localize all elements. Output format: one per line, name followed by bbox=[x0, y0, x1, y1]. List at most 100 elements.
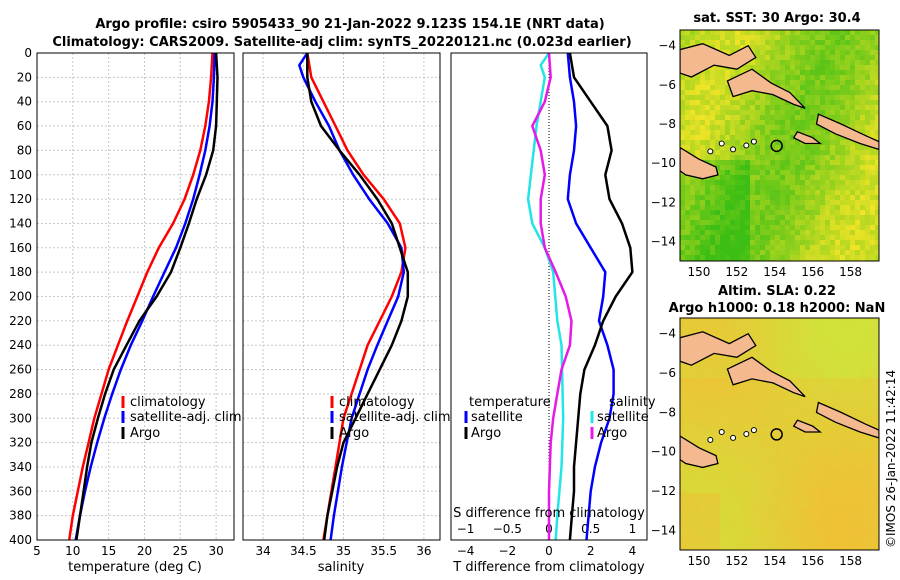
map-cell bbox=[845, 220, 850, 225]
map-cell bbox=[790, 368, 795, 373]
map-cell bbox=[825, 403, 830, 408]
map-cell bbox=[800, 323, 805, 328]
map-cell bbox=[720, 403, 725, 408]
map-cell bbox=[710, 513, 715, 518]
map-cell bbox=[755, 458, 760, 463]
map-cell bbox=[775, 508, 780, 513]
map-cell bbox=[810, 145, 815, 150]
map-cell bbox=[750, 175, 755, 180]
map-cell bbox=[715, 393, 720, 398]
map-cell bbox=[840, 85, 845, 90]
map-cell bbox=[765, 533, 770, 538]
map-cell bbox=[865, 408, 870, 413]
map-cell bbox=[755, 225, 760, 230]
map-cell bbox=[845, 363, 850, 368]
map-cell bbox=[780, 343, 785, 348]
map-cell bbox=[685, 513, 690, 518]
map-cell bbox=[810, 533, 815, 538]
map-cell bbox=[680, 388, 685, 393]
map-cell bbox=[710, 175, 715, 180]
map-cell bbox=[740, 130, 745, 135]
map-cell bbox=[740, 230, 745, 235]
map-cell bbox=[770, 368, 775, 373]
map-cell bbox=[790, 463, 795, 468]
map-cell bbox=[830, 220, 835, 225]
difference-axes-frame bbox=[450, 52, 648, 541]
map-cell bbox=[840, 70, 845, 75]
map-cell bbox=[875, 135, 879, 140]
map-cell bbox=[780, 403, 785, 408]
map-cell bbox=[835, 80, 840, 85]
map-cell bbox=[725, 358, 730, 363]
map-cell bbox=[815, 205, 820, 210]
map-cell bbox=[760, 225, 765, 230]
map-cell bbox=[755, 418, 760, 423]
map-cell bbox=[825, 240, 830, 245]
map-cell bbox=[800, 190, 805, 195]
map-cell bbox=[710, 85, 715, 90]
map-cell bbox=[730, 333, 735, 338]
map-cell bbox=[800, 508, 805, 513]
map-cell bbox=[845, 90, 850, 95]
map-cell bbox=[870, 318, 875, 323]
map-cell bbox=[870, 250, 875, 255]
map-cell bbox=[845, 115, 850, 120]
map-cell bbox=[795, 105, 800, 110]
map-cell bbox=[840, 225, 845, 230]
map-cell bbox=[695, 398, 700, 403]
map-cell bbox=[730, 135, 735, 140]
map-cell bbox=[690, 498, 695, 503]
map-cell bbox=[830, 165, 835, 170]
map-cell bbox=[815, 393, 820, 398]
map-cell bbox=[720, 190, 725, 195]
map-cell bbox=[795, 433, 800, 438]
map-cell bbox=[730, 428, 735, 433]
map-cell bbox=[770, 443, 775, 448]
map-cell bbox=[760, 383, 765, 388]
map-cell bbox=[815, 453, 820, 458]
map-cell bbox=[870, 85, 875, 90]
map-cell bbox=[850, 95, 855, 100]
map-cell bbox=[700, 363, 705, 368]
map-cell bbox=[815, 433, 820, 438]
map-cell bbox=[785, 473, 790, 478]
map-cell bbox=[745, 488, 750, 493]
map-cell bbox=[840, 323, 845, 328]
map-cell bbox=[810, 453, 815, 458]
map-cell bbox=[805, 513, 810, 518]
map-cell bbox=[860, 323, 865, 328]
map-cell bbox=[810, 513, 815, 518]
map-cell bbox=[810, 105, 815, 110]
map-cell bbox=[820, 245, 825, 250]
map-cell bbox=[875, 413, 879, 418]
map-cell bbox=[865, 528, 870, 533]
map-cell bbox=[820, 478, 825, 483]
map-cell bbox=[840, 378, 845, 383]
map-cell bbox=[735, 70, 740, 75]
map-cell bbox=[825, 548, 830, 550]
map-cell bbox=[775, 65, 780, 70]
map-cell bbox=[700, 125, 705, 130]
map-cell bbox=[685, 478, 690, 483]
map-cell bbox=[750, 548, 755, 550]
map-cell bbox=[835, 60, 840, 65]
map-cell bbox=[840, 50, 845, 55]
map-cell bbox=[810, 230, 815, 235]
map-cell bbox=[835, 230, 840, 235]
map-cell bbox=[800, 528, 805, 533]
map-cell bbox=[750, 418, 755, 423]
map-cell bbox=[775, 105, 780, 110]
map-cell bbox=[765, 95, 770, 100]
map-cell bbox=[835, 518, 840, 523]
map-cell bbox=[855, 368, 860, 373]
map-cell bbox=[740, 225, 745, 230]
legend-label-s-satellite: satellite bbox=[597, 410, 649, 425]
map-cell bbox=[695, 393, 700, 398]
map-cell bbox=[690, 255, 695, 260]
map-cell bbox=[795, 318, 800, 323]
map-cell bbox=[800, 418, 805, 423]
map-cell bbox=[790, 175, 795, 180]
map-cell bbox=[850, 160, 855, 165]
map-cell bbox=[800, 488, 805, 493]
map-cell bbox=[870, 358, 875, 363]
